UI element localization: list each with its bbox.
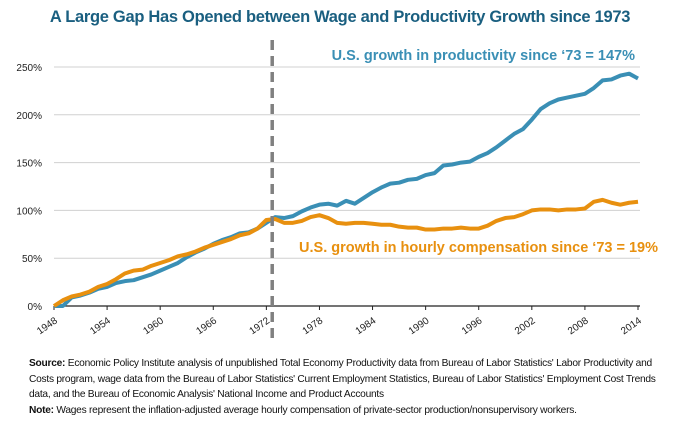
note-line: Note: Wages represent the inflation-adju… bbox=[29, 403, 679, 419]
x-tick-label: 1972 bbox=[248, 315, 273, 337]
y-tick-label: 150% bbox=[16, 159, 42, 170]
y-axis-ticks: 0% 50% 100% 150% 200% 250% bbox=[16, 63, 42, 313]
x-tick-label: 1954 bbox=[88, 315, 113, 337]
y-tick-label: 0% bbox=[28, 302, 43, 313]
compensation-line bbox=[52, 197, 639, 308]
x-tick-label: 1984 bbox=[354, 315, 379, 337]
chart-title: A Large Gap Has Opened between Wage and … bbox=[49, 8, 631, 26]
x-tick-label: 2008 bbox=[566, 315, 591, 337]
x-tick-label: 1978 bbox=[301, 315, 326, 337]
y-tick-label: 100% bbox=[16, 206, 42, 217]
y-tick-label: 250% bbox=[16, 63, 42, 74]
y-tick-label: 50% bbox=[22, 254, 42, 265]
annotation-compensation: U.S. growth in hourly compensation since… bbox=[299, 240, 658, 256]
x-axis-ticks: 1948 1954 1960 1966 1972 1978 1984 1990 1996 2002… bbox=[35, 306, 644, 337]
source-text: Economic Policy Institute analysis of un… bbox=[29, 358, 656, 400]
x-tick-label: 2002 bbox=[513, 315, 538, 337]
gridlines bbox=[54, 66, 640, 259]
productivity-line bbox=[54, 71, 639, 308]
x-tick-label: 1960 bbox=[141, 315, 166, 337]
x-tick-label: 1966 bbox=[194, 315, 219, 337]
line-chart: 0%50%100%150%200%250% 1948 1954 1960 1966 19… bbox=[16, 40, 658, 340]
source-label: Source: bbox=[29, 358, 66, 369]
x-tick-label: 2014 bbox=[619, 315, 644, 337]
x-tick-label: 1948 bbox=[35, 315, 60, 337]
note-label: Note: bbox=[29, 404, 54, 416]
x-tick-label: 1996 bbox=[460, 315, 485, 337]
source-note: Source: Economic Policy Institute analys… bbox=[29, 356, 679, 418]
series-lines bbox=[52, 71, 639, 308]
source-line: Source: Economic Policy Institute analys… bbox=[29, 356, 679, 403]
y-tick-label: 200% bbox=[16, 111, 42, 122]
annotation-productivity: U.S. growth in productivity since ‘73 = … bbox=[332, 48, 635, 64]
note-text: Wages represent the inflation-adjusted a… bbox=[53, 404, 577, 416]
x-tick-label: 1990 bbox=[407, 315, 432, 337]
